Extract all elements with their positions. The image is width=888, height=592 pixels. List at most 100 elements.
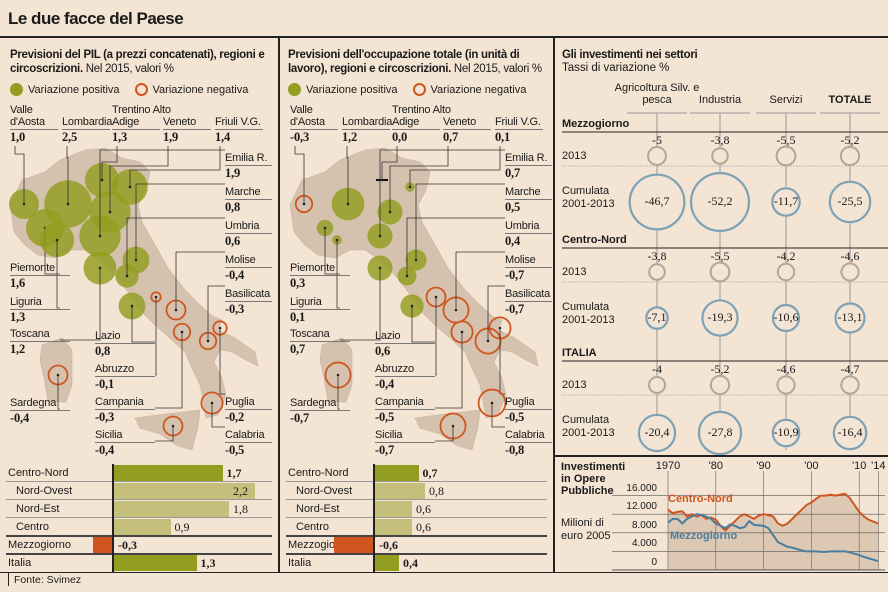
bar [373, 555, 399, 571]
occupazione-map: Valle d'Aosta -0,3 Lombardia 1,2 Trentino Al… [280, 0, 553, 460]
anchor-dot [174, 308, 178, 312]
label-underline [342, 129, 390, 130]
leader-line [207, 285, 225, 341]
sicily-shape [134, 409, 201, 451]
anchor-dot [134, 258, 138, 262]
region-value: -0,3 [95, 410, 114, 424]
label-underline [375, 343, 435, 344]
legend-positive: Variazione positiva [306, 83, 398, 96]
label-underline [505, 233, 552, 234]
sector-header: Industria [698, 94, 742, 106]
leader-line [379, 149, 505, 236]
value-2013: -4 [652, 362, 662, 376]
x-tick-label: 1970 [655, 460, 681, 472]
leader-line [57, 375, 60, 410]
row-label-cumulata: Cumulata 2001-2013 [562, 414, 615, 439]
title-divider [0, 36, 888, 38]
anchor-dot [498, 326, 502, 330]
area-name: Centro-Nord [8, 467, 69, 479]
region-value: 0,7 [443, 130, 459, 144]
bar [334, 537, 373, 553]
value-2013: -3,8 [710, 133, 730, 147]
chart-ylabel: Milioni di euro 2005 [561, 517, 611, 542]
value-2013: -4,6 [776, 362, 796, 376]
region-value: 1,4 [215, 130, 231, 144]
leader-line [56, 240, 60, 309]
region-label: Umbria 0,4 [505, 220, 552, 249]
y-tick-label: 4.000 [631, 538, 657, 550]
leader-line [340, 268, 381, 341]
x-tick-label: '00 [804, 460, 819, 472]
bubble-2013 [839, 145, 861, 167]
region-label: Abruzzo -0,4 [375, 363, 435, 392]
region-label: Liguria 0,1 [290, 296, 350, 325]
region-name: Friuli V.G. [215, 116, 261, 128]
region-name: Umbria [225, 220, 260, 232]
value-cumulata: -11,7 [773, 194, 799, 208]
bar-row: Nord-Ovest 2,2 [0, 482, 278, 500]
anchor-dot [56, 373, 60, 377]
row-divider [6, 517, 272, 518]
sicily-shape [414, 409, 481, 451]
region-name: Lombardia [342, 116, 393, 128]
bar [112, 483, 255, 499]
bar-value: 0,6 [416, 520, 431, 534]
region-value: 1,2 [342, 130, 358, 144]
bar [373, 483, 425, 499]
panel-divider [553, 38, 555, 572]
label-underline [215, 129, 263, 130]
pil-title: Previsioni del PIL (a prezzi concatenati… [10, 48, 275, 76]
bubble-cumulata [697, 410, 743, 455]
region-value: 1,3 [10, 310, 26, 324]
pil-map: Valle d'Aosta 1,0 Lombardia 2,5 Trentino Alt… [0, 0, 278, 460]
label-underline [290, 341, 350, 342]
region-name: Basilicata [225, 288, 271, 300]
region-value: 0,4 [505, 234, 521, 248]
region-name: Calabria [225, 429, 265, 441]
region-name: Piemonte [10, 262, 55, 274]
label-underline [10, 341, 70, 342]
label-underline [290, 275, 350, 276]
label-underline [10, 410, 70, 411]
region-label: Basilicata -0,7 [505, 288, 552, 317]
bar [112, 465, 223, 481]
region-name: Liguria [290, 296, 322, 308]
region-value: -0,8 [505, 443, 524, 457]
anchor-dot [378, 234, 382, 238]
leader-line [455, 251, 505, 310]
anchor-dot [378, 266, 382, 270]
bubble-2013 [776, 375, 796, 395]
region-name: Valle d'Aosta [290, 104, 325, 128]
anchor-dot [22, 202, 26, 206]
leader-line [409, 146, 501, 187]
anchor-dot [218, 326, 222, 330]
bubble-2013 [775, 145, 797, 167]
value-cumulata: -16,4 [837, 425, 863, 439]
region-label: Liguria 1,3 [10, 296, 70, 325]
label-underline [95, 376, 155, 377]
region-label: Trentino Alto Adige 0,0 [392, 104, 451, 145]
anchor-dot [410, 304, 414, 308]
region-label: Valle d'Aosta -0,3 [290, 104, 338, 145]
anchor-dot [414, 258, 418, 262]
region-value: -0,3 [290, 130, 309, 144]
label-underline [225, 409, 272, 410]
bar [112, 519, 171, 535]
region-label: Lazio 0,8 [95, 330, 155, 359]
region-label: Veneto 1,9 [163, 116, 211, 145]
leader-line [126, 217, 225, 276]
legend-negative: Variazione negativa [152, 83, 249, 96]
bar-axis [373, 464, 375, 572]
anchor-dot [434, 295, 438, 299]
leader-line [337, 375, 340, 410]
y-tick-label: 8.000 [631, 519, 657, 531]
region-name: Emilia R. [225, 152, 268, 164]
panel-divider [278, 38, 280, 572]
bar [373, 501, 412, 517]
value-cumulata: -19,3 [707, 310, 733, 324]
bar-row: Centro-Nord 1,7 [0, 464, 278, 482]
value-cumulata: -46,7 [644, 194, 670, 208]
value-2013: -4,7 [840, 362, 860, 376]
region-label: Lombardia 1,2 [342, 116, 392, 145]
row-divider [6, 481, 272, 482]
